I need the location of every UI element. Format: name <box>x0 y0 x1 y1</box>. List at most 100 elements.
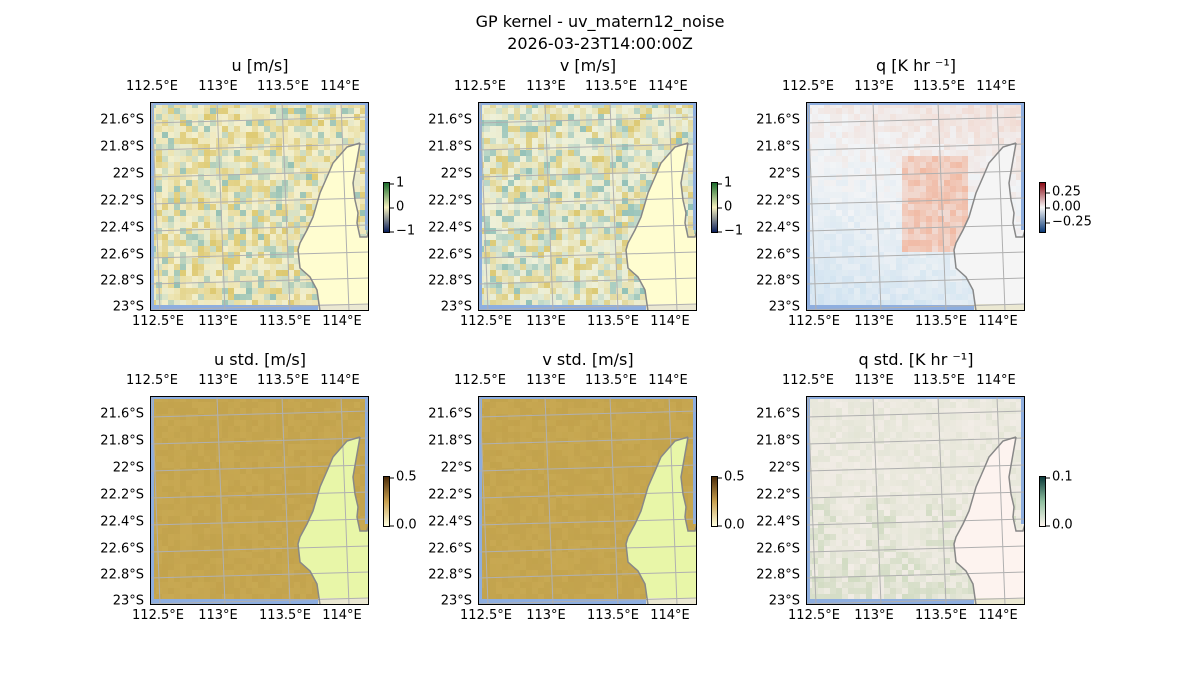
lon-tick-label-top: 112.5°E <box>126 373 178 388</box>
lat-tick-label: 22.8°S <box>428 567 472 583</box>
lat-tick-label: 21.6°S <box>428 406 472 422</box>
gridlines <box>150 396 369 605</box>
lat-tick-label: 21.8°S <box>428 139 472 155</box>
coastline <box>953 436 1017 605</box>
lat-tick-label: 22.6°S <box>428 541 472 557</box>
lon-tick-label-bottom: 112.5°E <box>788 314 840 329</box>
lat-tick-label: 22.6°S <box>100 247 144 263</box>
field-cells <box>150 396 369 605</box>
land-area <box>626 143 697 311</box>
panel-title: q std. [K hr ⁻¹] <box>858 350 974 369</box>
lon-tick-label-bottom: 113.5°E <box>915 314 967 329</box>
map-panel <box>478 396 697 605</box>
lon-tick-label-top: 112.5°E <box>782 373 834 388</box>
panel-title: v std. [m/s] <box>542 350 634 369</box>
coastline <box>680 436 697 532</box>
lon-tick-label-bottom: 114°E <box>650 608 690 623</box>
lon-tick-label-top: 114°E <box>648 373 688 388</box>
lon-tick-label-top: 113.5°E <box>585 79 637 94</box>
lat-tick-label: 21.6°S <box>100 406 144 422</box>
lat-tick-label: 21.6°S <box>100 112 144 128</box>
lon-tick-label-top: 113°E <box>526 373 566 388</box>
colorbar <box>383 476 390 527</box>
lon-tick-label-bottom: 114°E <box>322 608 362 623</box>
lon-tick-label-bottom: 113°E <box>198 608 238 623</box>
colorbar-tick-label: −1 <box>717 223 744 239</box>
land-area <box>954 437 1025 605</box>
colorbar-tick-label: 0.0 <box>718 517 745 533</box>
lat-tick-label: 22.6°S <box>756 541 800 557</box>
lat-tick-label: 22.8°S <box>428 273 472 289</box>
panel-title: u std. [m/s] <box>214 350 306 369</box>
colorbar-tick-label: 0.1 <box>1046 469 1073 485</box>
colorbar-tick-label: 0 <box>717 199 733 215</box>
lat-tick-label: 23°S <box>112 299 144 315</box>
gridlines <box>478 102 697 311</box>
lon-tick-label-top: 113°E <box>526 79 566 94</box>
map-field <box>806 396 1025 605</box>
lon-tick-label-top: 112.5°E <box>782 79 834 94</box>
lon-tick-label-bottom: 113°E <box>198 314 238 329</box>
colorbar-tick-label: −0.25 <box>1046 214 1092 230</box>
colorbar <box>1039 182 1046 233</box>
lon-tick-label-bottom: 112.5°E <box>132 608 184 623</box>
lat-tick-label: 23°S <box>440 299 472 315</box>
lat-tick-label: 22.2°S <box>100 193 144 209</box>
lon-tick-label-top: 112.5°E <box>126 79 178 94</box>
colorbar-tick-label: 0.00 <box>1046 199 1081 215</box>
lat-tick-label: 21.8°S <box>756 433 800 449</box>
coastline <box>1008 436 1025 532</box>
lat-tick-label: 22.6°S <box>100 541 144 557</box>
lon-tick-label-bottom: 113.5°E <box>587 314 639 329</box>
lon-tick-label-bottom: 114°E <box>650 314 690 329</box>
lat-tick-label: 22.8°S <box>756 567 800 583</box>
panel-title: u [m/s] <box>231 56 289 75</box>
lon-tick-label-bottom: 114°E <box>322 314 362 329</box>
lat-tick-label: 21.8°S <box>100 433 144 449</box>
map-field <box>478 396 697 605</box>
colorbar-tick-label: 0.0 <box>1046 517 1073 533</box>
lon-tick-label-top: 112.5°E <box>454 373 506 388</box>
lat-tick-label: 22°S <box>768 166 800 182</box>
lat-tick-label: 22.2°S <box>428 487 472 503</box>
lon-tick-label-bottom: 112.5°E <box>788 608 840 623</box>
lon-tick-label-top: 114°E <box>976 79 1016 94</box>
lat-tick-label: 23°S <box>112 593 144 609</box>
lon-tick-label-top: 113°E <box>854 79 894 94</box>
colorbar-tick-label: 1 <box>717 175 733 191</box>
lat-tick-label: 22.4°S <box>100 514 144 530</box>
lat-tick-label: 22.4°S <box>756 514 800 530</box>
lon-tick-label-bottom: 113°E <box>854 314 894 329</box>
lon-tick-label-top: 113.5°E <box>257 373 309 388</box>
colorbar-tick-label: 1 <box>389 175 405 191</box>
colorbar-tick-label: 0.0 <box>390 517 417 533</box>
lat-tick-label: 22°S <box>440 460 472 476</box>
coastline <box>1008 142 1025 238</box>
gridlines <box>150 102 369 311</box>
lon-tick-label-top: 113.5°E <box>257 79 309 94</box>
lon-tick-label-bottom: 113.5°E <box>587 608 639 623</box>
lat-tick-label: 21.8°S <box>100 139 144 155</box>
lon-tick-label-top: 114°E <box>648 79 688 94</box>
map-field <box>478 102 697 311</box>
coastline <box>352 436 369 532</box>
lat-tick-label: 22.4°S <box>428 514 472 530</box>
colorbar-tick-label: 0 <box>389 199 405 215</box>
lat-tick-label: 22.4°S <box>756 220 800 236</box>
lat-tick-label: 22.2°S <box>428 193 472 209</box>
lat-tick-label: 23°S <box>768 593 800 609</box>
lat-tick-label: 21.8°S <box>428 433 472 449</box>
lon-tick-label-bottom: 114°E <box>978 608 1018 623</box>
map-panel <box>806 396 1025 605</box>
map-field <box>806 102 1025 311</box>
colorbar <box>1039 476 1046 527</box>
lat-tick-label: 22.2°S <box>100 487 144 503</box>
lat-tick-label: 21.8°S <box>756 139 800 155</box>
map-field <box>150 396 369 605</box>
lon-tick-label-bottom: 113°E <box>526 608 566 623</box>
coastline <box>625 142 689 311</box>
lat-tick-label: 22.4°S <box>428 220 472 236</box>
lat-tick-label: 21.6°S <box>428 112 472 128</box>
colorbar <box>711 476 718 527</box>
colorbar-tick-label: 0.5 <box>718 469 745 485</box>
